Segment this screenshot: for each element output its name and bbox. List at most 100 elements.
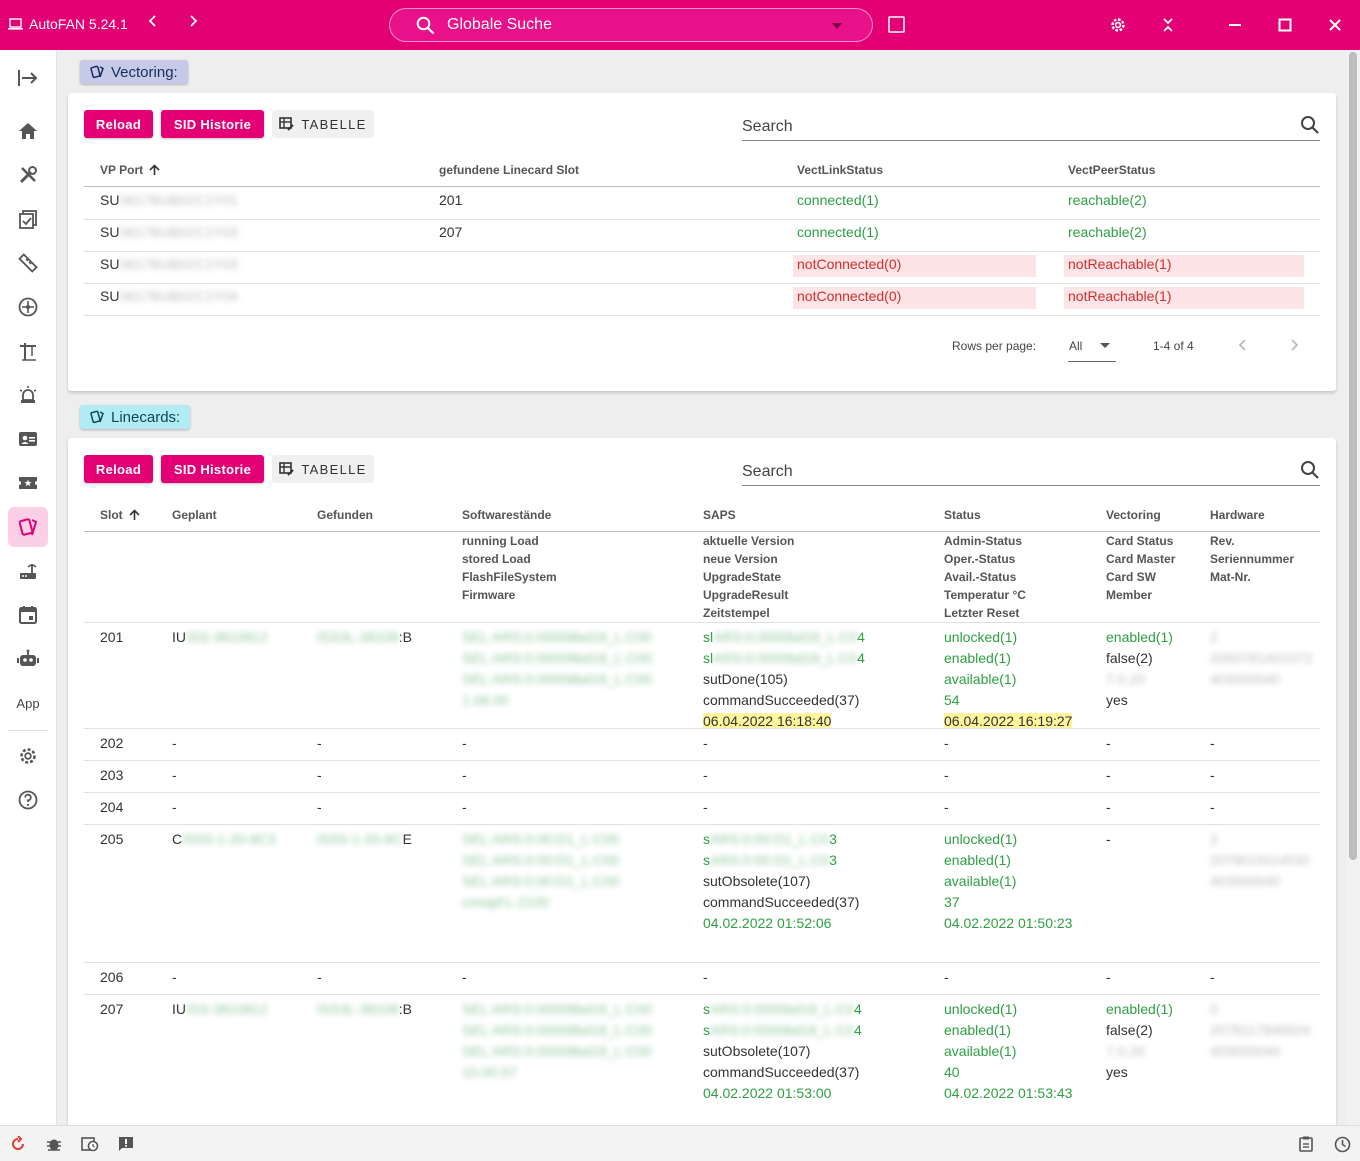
rows-per-page-underline xyxy=(1068,361,1116,362)
gear-icon xyxy=(20,748,36,764)
link-status-error-bg xyxy=(793,287,1036,309)
sidebar-item-calendar[interactable] xyxy=(8,595,48,635)
subheader-line: Card SW xyxy=(1106,570,1157,584)
sidebar-item-checklist[interactable] xyxy=(8,199,48,239)
sidebar-item-cards[interactable] xyxy=(8,507,48,547)
sidebar-item-network[interactable] xyxy=(8,287,48,327)
minimize-button[interactable] xyxy=(1223,13,1247,37)
table-row[interactable]: 201 IUISS-3810812 ISS3L-38108:B SEL:ARS:0:0… xyxy=(68,623,1336,729)
sidebar-item-home[interactable] xyxy=(8,111,48,151)
linecards-tabelle-button[interactable]: TABELLE xyxy=(272,455,374,483)
col-vectoring[interactable]: Vectoring xyxy=(1106,508,1161,522)
status-line: enabled(1) xyxy=(944,852,1011,868)
col-gefunden[interactable]: Gefunden xyxy=(317,508,373,522)
ruler-icon xyxy=(18,253,38,273)
peer-status-cell: reachable(2) xyxy=(1068,192,1147,208)
subheader-vectoring: Card Status Card Master Card SW Member xyxy=(1106,532,1175,604)
col-hardware[interactable]: Hardware xyxy=(1210,508,1265,522)
maximize-button[interactable] xyxy=(1273,13,1297,37)
global-search-input[interactable]: Globale Suche xyxy=(389,8,873,42)
sidebar-item-app[interactable]: App xyxy=(16,696,40,711)
sidebar-item-measure[interactable] xyxy=(8,243,48,283)
col-vp-port[interactable]: VP Port xyxy=(100,163,161,177)
empty-cell: - xyxy=(1210,735,1215,751)
subheader-line: Letzter Reset xyxy=(944,606,1020,620)
next-page-button[interactable] xyxy=(1289,338,1299,355)
history-button[interactable] xyxy=(80,1134,100,1154)
subheader-software: running Load stored Load FlashFileSystem… xyxy=(462,532,557,604)
sidebar-item-tools[interactable] xyxy=(8,155,48,195)
sidebar-item-pole[interactable] xyxy=(8,331,48,371)
refresh-button[interactable] xyxy=(8,1134,28,1154)
table-row[interactable]: 204 - - - - - - - xyxy=(68,793,1336,825)
linecards-reload-button[interactable]: Reload xyxy=(84,455,153,483)
back-button[interactable] xyxy=(148,14,158,33)
software-cell: SEL:ARS:0:00008bd18_L:C00 SEL:ARS:0:00008… xyxy=(462,999,652,1083)
hardware-cell: 2 2000781A01072 403000040 xyxy=(1210,627,1313,690)
linecards-sid-historie-button[interactable]: SID Historie xyxy=(161,455,264,483)
sidebar-item-exit[interactable] xyxy=(8,58,48,98)
col-geplant[interactable]: Geplant xyxy=(172,508,217,522)
saps-prefix: s xyxy=(703,831,710,847)
sidebar-item-help[interactable] xyxy=(8,780,48,820)
subheader-line: stored Load xyxy=(462,552,531,566)
rows-per-page-select[interactable]: All xyxy=(1069,339,1110,353)
col-vect-link-status[interactable]: VectLinkStatus xyxy=(797,163,884,177)
saps-cell: slARS:0:0000bd18_L:C04 slARS:0:0000bd18_L… xyxy=(703,627,865,732)
table-row[interactable]: 203 - - - - - - - xyxy=(68,761,1336,793)
vectoring-sid-historie-button[interactable]: SID Historie xyxy=(161,110,264,138)
scrollbar-thumb[interactable] xyxy=(1349,52,1357,860)
empty-cell: - xyxy=(462,767,467,783)
chevron-right-icon xyxy=(1291,339,1299,351)
software-line: SEL:ARS:0:00008bd18_L:C00 xyxy=(462,671,652,687)
linecards-search-input[interactable]: Search xyxy=(742,460,1320,486)
col-vect-peer-status[interactable]: VectPeerStatus xyxy=(1068,163,1156,177)
prev-page-button[interactable] xyxy=(1238,338,1248,355)
header-divider xyxy=(84,186,1320,187)
settings-button[interactable] xyxy=(1106,13,1130,37)
software-line: cmsipf:L:2100 xyxy=(462,894,550,910)
toggle-checkbox[interactable] xyxy=(888,16,905,33)
clipboard-button[interactable] xyxy=(1296,1134,1316,1154)
col-slot[interactable]: Slot xyxy=(100,508,140,522)
hardware-line: 2000781A01072 xyxy=(1210,650,1313,666)
sidebar-item-contacts[interactable] xyxy=(8,419,48,459)
sidebar-item-alarms[interactable] xyxy=(8,375,48,415)
pole-icon xyxy=(20,343,36,361)
vectoring-reload-button[interactable]: Reload xyxy=(84,110,153,138)
maximize-icon xyxy=(1278,18,1292,32)
sidebar-item-modem[interactable] xyxy=(8,551,48,591)
col-linecard-slot[interactable]: gefundene Linecard Slot xyxy=(439,163,580,177)
feedback-button[interactable] xyxy=(116,1134,136,1154)
forward-button[interactable] xyxy=(188,14,198,33)
col-saps[interactable]: SAPS xyxy=(703,508,736,522)
caret-down-icon[interactable] xyxy=(832,23,842,29)
saps-new-version: slARS:0:0000bd18_L:C04 xyxy=(703,648,865,669)
table-row-divider xyxy=(84,824,1320,825)
table-row[interactable]: 205 CISS0-1-20-8C3 ISS0-1-20-8CE SEL:ARS:0:… xyxy=(68,825,1336,963)
clock-button[interactable] xyxy=(1332,1134,1352,1154)
sidebar-item-settings[interactable] xyxy=(8,736,48,776)
page-scrollbar[interactable] xyxy=(1346,50,1360,1125)
table-row[interactable]: 206 - - - - - - - xyxy=(68,963,1336,995)
col-software[interactable]: Softwarestände xyxy=(462,508,552,522)
empty-cell: - xyxy=(1210,767,1215,783)
linecard-slot-cell: 201 xyxy=(439,192,463,208)
empty-cell: - xyxy=(172,799,177,815)
col-status[interactable]: Status xyxy=(944,508,981,522)
sidebar-item-robot[interactable] xyxy=(8,639,48,679)
sidebar-item-tickets[interactable] xyxy=(8,463,48,503)
collapse-button[interactable] xyxy=(1156,13,1180,37)
empty-cell: - xyxy=(172,767,177,783)
vectoring-tabelle-button[interactable]: TABELLE xyxy=(272,110,374,138)
status-line: 40 xyxy=(944,1064,960,1080)
subheader-line: UpgradeState xyxy=(703,570,782,584)
vectoring-search-input[interactable]: Search xyxy=(742,115,1320,141)
table-row[interactable]: 202 - - - - - - - xyxy=(68,729,1336,761)
saps-timestamp-value: 04.02.2022 01:53:00 xyxy=(703,1085,832,1101)
close-button[interactable] xyxy=(1323,13,1347,37)
table-row[interactable]: 207 IUISS-3810812 ISS3L-38108:B SEL:ARS:0:0… xyxy=(68,995,1336,1133)
debug-button[interactable] xyxy=(44,1134,64,1154)
saps-current-version: sARS:0:0000bd18_L:C04 xyxy=(703,999,862,1020)
subheader-line: Temperatur °C xyxy=(944,588,1026,602)
